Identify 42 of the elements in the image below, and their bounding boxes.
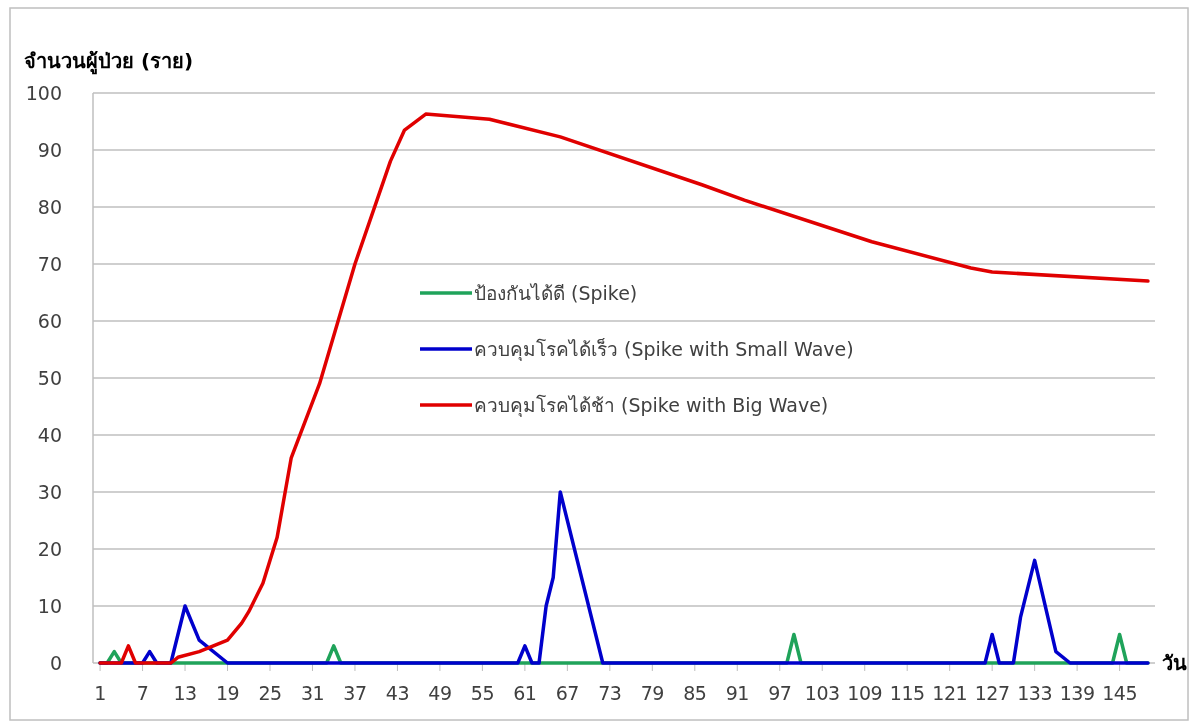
y-tick-label: 0 <box>49 652 62 674</box>
x-tick-label: 79 <box>640 682 664 704</box>
x-tick-label: 145 <box>1102 682 1137 704</box>
x-tick-label: 25 <box>258 682 282 704</box>
y-tick-label: 30 <box>37 481 62 503</box>
x-axis-title: วัน <box>1162 651 1187 675</box>
x-tick-label: 139 <box>1059 682 1095 704</box>
x-tick-label: 91 <box>725 682 749 704</box>
x-tick-label: 7 <box>136 682 149 704</box>
x-tick-label: 1 <box>94 682 106 704</box>
x-tick-label: 19 <box>215 682 240 704</box>
legend-label: ป้องกันได้ดี (Spike) <box>474 282 638 304</box>
x-tick-label: 55 <box>470 682 494 704</box>
x-tick-label: 127 <box>974 682 1010 704</box>
x-tick-label: 121 <box>932 682 968 704</box>
y-axis-title: จำนวนผู้ป่วย (ราย) <box>24 49 194 75</box>
y-tick-label: 40 <box>37 424 62 446</box>
x-tick-label: 73 <box>598 682 622 704</box>
legend-label: ควบคุมโรคได้เร็ว (Spike with Small Wave) <box>474 337 854 362</box>
y-tick-label: 10 <box>37 595 62 617</box>
x-tick-label: 61 <box>513 682 537 704</box>
x-tick-label: 109 <box>847 682 883 704</box>
x-tick-label: 115 <box>889 682 925 704</box>
y-tick-label: 100 <box>25 82 62 104</box>
x-tick-label: 37 <box>343 682 367 704</box>
x-tick-label: 43 <box>385 682 410 704</box>
x-tick-label: 31 <box>300 682 325 704</box>
y-tick-label: 20 <box>37 538 62 560</box>
y-tick-label: 70 <box>37 253 62 275</box>
x-tick-label: 49 <box>428 682 452 704</box>
x-tick-label: 97 <box>768 682 792 704</box>
y-tick-label: 60 <box>37 310 62 332</box>
x-tick-label: 103 <box>804 682 840 704</box>
line-series <box>98 112 1150 665</box>
x-tick-label: 133 <box>1017 682 1053 704</box>
x-tick-label: 85 <box>683 682 707 704</box>
x-tick-label: 13 <box>173 682 197 704</box>
y-tick-label: 90 <box>37 139 62 161</box>
legend-label: ควบคุมโรคได้ช้า (Spike with Big Wave) <box>474 394 829 418</box>
x-tick-label: 67 <box>555 682 579 704</box>
y-tick-label: 80 <box>37 196 62 218</box>
y-tick-label: 50 <box>37 367 62 389</box>
